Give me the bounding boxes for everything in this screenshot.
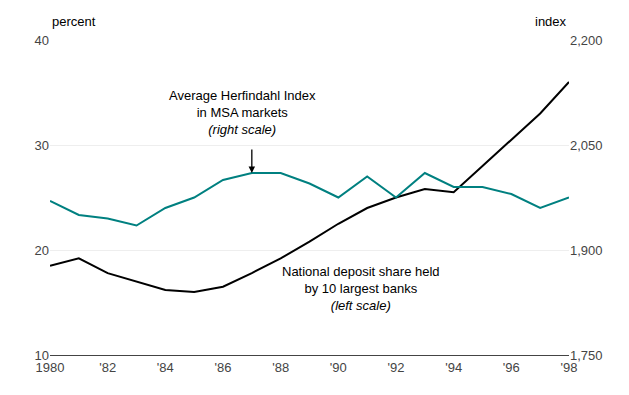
svg-text:'90: '90 (330, 360, 347, 375)
svg-text:'98: '98 (561, 360, 578, 375)
svg-text:2,200: 2,200 (570, 33, 603, 48)
svg-text:'84: '84 (157, 360, 174, 375)
svg-text:10: 10 (35, 348, 49, 363)
svg-text:1,900: 1,900 (570, 243, 603, 258)
svg-text:'86: '86 (215, 360, 232, 375)
svg-text:index: index (535, 14, 567, 29)
svg-text:30: 30 (35, 138, 49, 153)
svg-text:'88: '88 (272, 360, 289, 375)
svg-text:Average Herfindahl Indexin MSA: Average Herfindahl Indexin MSA markets(r… (169, 88, 316, 137)
svg-text:40: 40 (35, 33, 49, 48)
svg-text:'82: '82 (99, 360, 116, 375)
svg-text:1,750: 1,750 (570, 348, 603, 363)
svg-text:2,050: 2,050 (570, 138, 603, 153)
svg-text:20: 20 (35, 243, 49, 258)
svg-text:'96: '96 (503, 360, 520, 375)
svg-text:percent: percent (52, 14, 96, 29)
svg-text:1980: 1980 (36, 360, 65, 375)
svg-text:National deposit share heldby: National deposit share heldby 10 largest… (282, 264, 440, 313)
svg-text:'94: '94 (445, 360, 462, 375)
svg-text:'92: '92 (388, 360, 405, 375)
